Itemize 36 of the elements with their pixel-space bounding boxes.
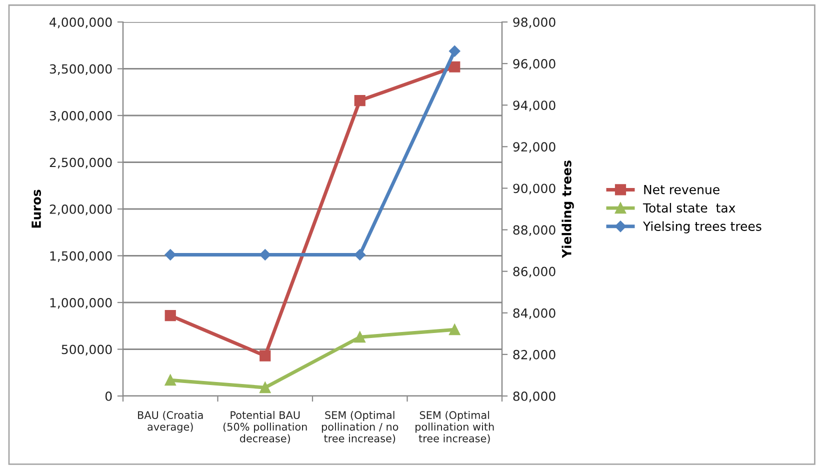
point: [449, 61, 460, 72]
y-tick-label: 3,500,000: [50, 64, 112, 75]
point: [354, 332, 366, 343]
y-tick-label: 4,000,000: [50, 17, 112, 28]
x-tick-label: SEM (Optimal pollination with tree increase): [416, 410, 494, 444]
legend-label: Yielsing trees trees: [642, 221, 762, 234]
y-tick-label: 2,000,000: [50, 204, 112, 216]
y2-tick-label: 98,000: [513, 17, 556, 28]
point: [260, 382, 271, 394]
y2-tick-label: 84,000: [513, 308, 556, 320]
x-tick-label: BAU (Croatia average): [138, 410, 203, 433]
point: [164, 310, 176, 322]
y2-tick-label: 96,000: [513, 59, 556, 70]
y2-tick-label: 86,000: [513, 266, 556, 278]
y2-axis-title: Yielding trees: [562, 160, 574, 258]
point: [449, 324, 460, 336]
x-tick-label: Potential BAU (50% pollination decrease): [223, 410, 307, 444]
legend-label: Net revenue: [644, 184, 720, 194]
y2-tick-label: 80,000: [513, 391, 556, 402]
y-tick-label: 2,500,000: [50, 158, 112, 168]
y-tick-label: 1,500,000: [50, 251, 112, 262]
legend-label: Total state tax: [642, 202, 736, 213]
point: [164, 374, 176, 386]
point: [260, 350, 271, 362]
y2-tick-label: 94,000: [513, 100, 556, 112]
y-tick-label: 500,000: [62, 344, 112, 356]
y2-tick-label: 88,000: [513, 225, 556, 236]
y2-tick-label: 90,000: [513, 184, 556, 194]
y-axis-title: Euros: [32, 190, 41, 228]
y2-tick-label: 92,000: [513, 142, 556, 153]
y-tick-label: 3,000,000: [50, 110, 112, 122]
point: [354, 94, 366, 106]
x-tick-label: SEM (Optimal pollination / no tree increase): [322, 410, 398, 444]
y-tick-label: 0: [105, 391, 112, 401]
y2-tick-label: 82,000: [513, 350, 556, 361]
y-tick-label: 1,000,000: [50, 298, 112, 309]
